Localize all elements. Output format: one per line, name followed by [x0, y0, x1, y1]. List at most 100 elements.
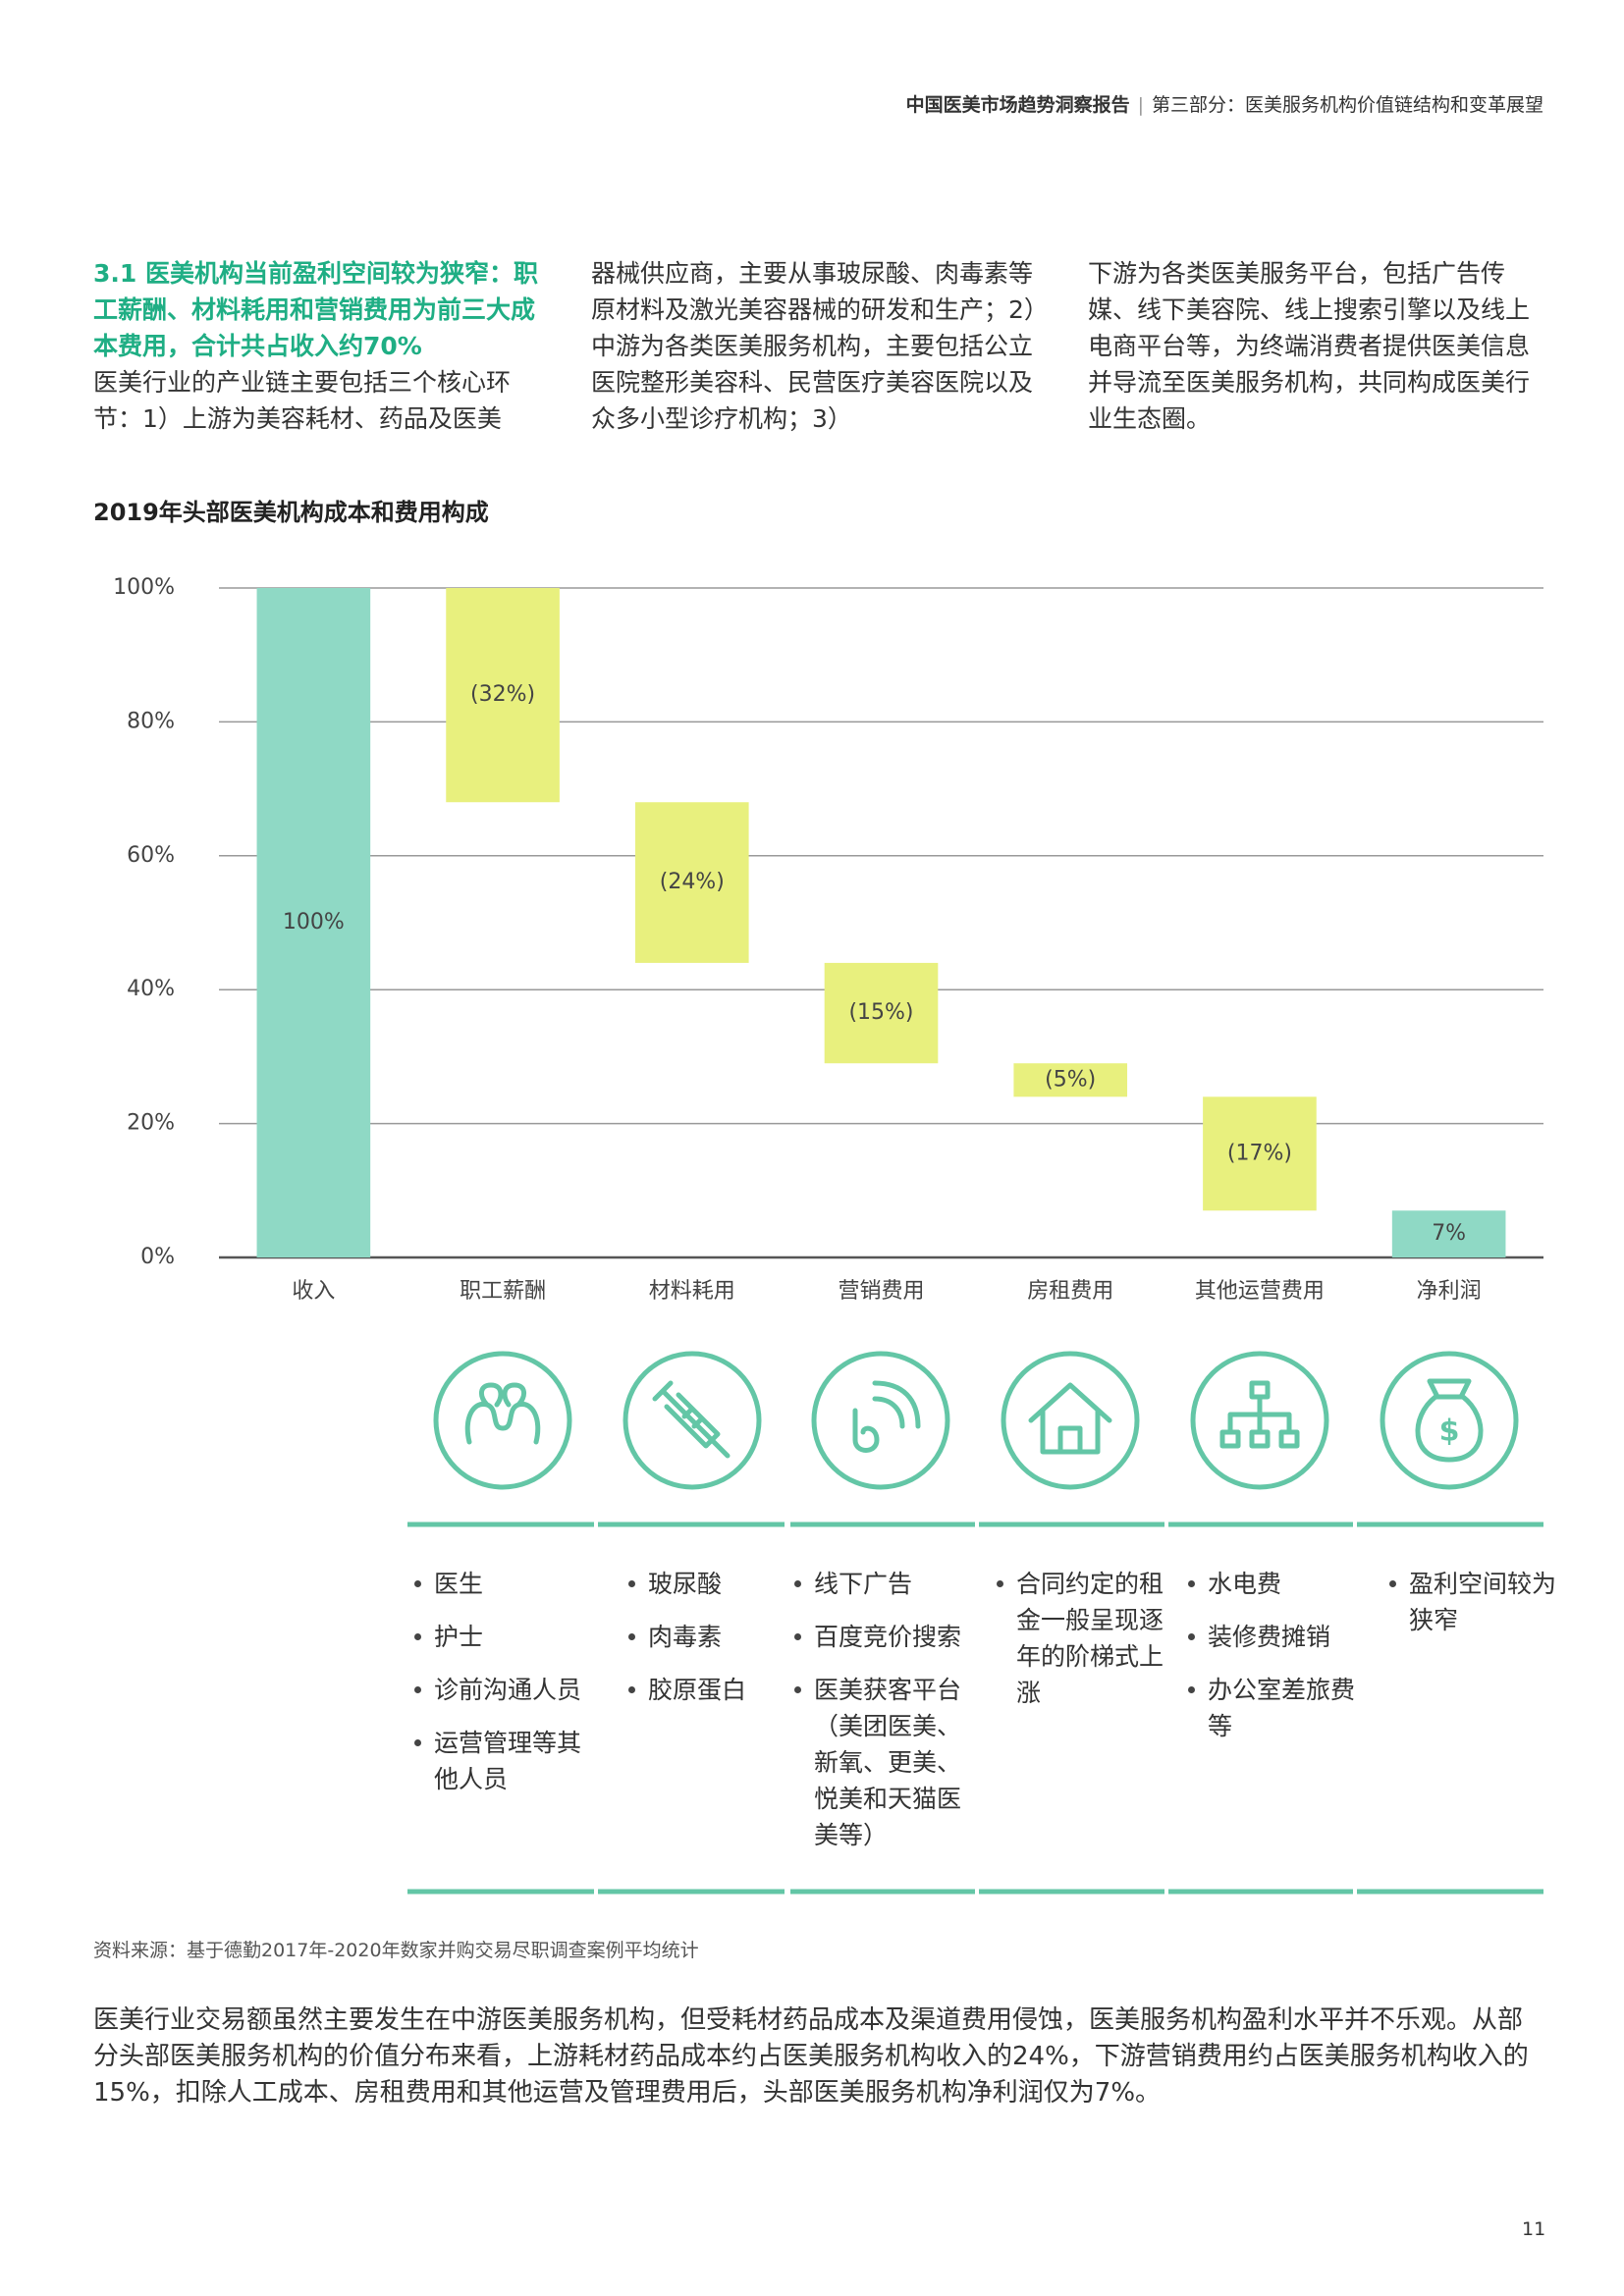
bullet [1389, 1580, 1396, 1587]
detail-item: 合同约定的租金一般呈现逐年的阶梯式上涨 [993, 1566, 1174, 1711]
detail-text: 盈利空间较为狭窄 [1409, 1570, 1557, 1634]
structure-icon [1190, 1351, 1329, 1490]
detail-text: 肉毒素 [648, 1623, 723, 1651]
detail-item: 医生 [410, 1566, 592, 1602]
y-tick-label: 0% [140, 1245, 175, 1269]
detail-text: 水电费 [1208, 1570, 1282, 1598]
detail-list: 玻尿酸肉毒素胶原蛋白 [624, 1566, 806, 1725]
page-number: 11 [1522, 2218, 1546, 2240]
y-tick-label: 20% [127, 1111, 175, 1136]
detail-item: 水电费 [1184, 1566, 1366, 1602]
y-tick-label: 60% [127, 843, 175, 868]
bullet [1188, 1633, 1195, 1640]
running-header: 中国医美市场趋势洞察报告 | 第三部分：医美服务机构价值链结构和变革展望 [906, 90, 1543, 117]
rule-lines [407, 1522, 1543, 1895]
marketing-icon [811, 1351, 950, 1490]
bullet [794, 1580, 801, 1587]
detail-item: 办公室差旅费等 [1184, 1672, 1366, 1744]
bar [1013, 1063, 1128, 1097]
bar [634, 802, 749, 963]
x-tick-label: 营销费用 [838, 1279, 924, 1304]
y-tick-label: 100% [113, 575, 175, 600]
detail-text: 诊前沟通人员 [434, 1676, 582, 1704]
bullet [628, 1686, 635, 1693]
detail-item: 百度竞价搜索 [790, 1619, 972, 1655]
detail-list: 医生护士诊前沟通人员运营管理等其他人员 [410, 1566, 592, 1814]
detail-list: 盈利空间较为狭窄 [1385, 1566, 1567, 1655]
bar [446, 588, 560, 803]
detail-text: 医生 [434, 1570, 484, 1598]
x-tick-label: 收入 [292, 1279, 335, 1304]
detail-item: 装修费摊销 [1184, 1619, 1366, 1655]
bullet [1188, 1580, 1195, 1587]
y-tick-label: 80% [127, 709, 175, 733]
icons: $ [433, 1351, 1519, 1490]
chart: $ 0% 20% 40% 60% 80% 100% 100% 收入 (32%) 职工薪酬 (24%)… [113, 575, 1543, 1490]
detail-text: 医美获客平台（美团医美、新氧、更美、悦美和天猫医美等） [814, 1676, 962, 1849]
detail-item: 肉毒素 [624, 1619, 806, 1655]
source-note: 资料来源：基于德勤2017年-2020年数家并购交易尽职调查案例平均统计 [93, 1940, 699, 1961]
detail-item: 医美获客平台（美团医美、新氧、更美、悦美和天猫医美等） [790, 1672, 972, 1853]
detail-text: 玻尿酸 [648, 1570, 723, 1598]
bullet [628, 1633, 635, 1640]
detail-text: 合同约定的租金一般呈现逐年的阶梯式上涨 [1016, 1570, 1164, 1707]
value-label: (17%) [1227, 1141, 1292, 1165]
detail-item: 胶原蛋白 [624, 1672, 806, 1708]
detail-text: 百度竞价搜索 [814, 1623, 962, 1651]
summary: 医美行业交易额虽然主要发生在中游医美服务机构，但受耗材药品成本及渠道费用侵蚀，医… [93, 2005, 1529, 2108]
staff-icon [433, 1351, 572, 1490]
bullet [794, 1633, 801, 1640]
x-tick-label: 职工薪酬 [460, 1279, 546, 1304]
intro-text: 医美行业的产业链主要包括三个核心环节：1）上游为美容耗材、药品及医美 [93, 368, 512, 433]
detail-text: 装修费摊销 [1208, 1623, 1331, 1651]
bullet [794, 1686, 801, 1693]
detail-list: 合同约定的租金一般呈现逐年的阶梯式上涨 [993, 1566, 1174, 1728]
dollar-sign: $ [1439, 1415, 1460, 1449]
intro-text: 下游为各类医美服务平台，包括广告传媒、线下美容院、线上搜索引擎以及线上电商平台等… [1088, 259, 1531, 433]
detail-text: 线下广告 [814, 1570, 913, 1598]
detail-item: 玻尿酸 [624, 1566, 806, 1602]
value-label: (15%) [848, 1000, 913, 1025]
value-label: 100% [283, 910, 345, 934]
detail-text: 运营管理等其他人员 [434, 1729, 582, 1793]
separator: | [1137, 94, 1144, 116]
x-tick-label: 材料耗用 [649, 1279, 735, 1304]
x-tick-label: 其他运营费用 [1195, 1279, 1325, 1304]
bar [1203, 1096, 1317, 1211]
syringe-icon [623, 1351, 762, 1490]
bullet [414, 1739, 421, 1746]
bullet [628, 1580, 635, 1587]
bullet [414, 1633, 421, 1640]
bullet [414, 1580, 421, 1587]
value-label: 7% [1432, 1221, 1466, 1246]
value-label: (5%) [1045, 1067, 1096, 1092]
intro-column: 3.1 医美机构当前盈利空间较为狭窄：职工薪酬、材料耗用和营销费用为前三大成本费… [93, 255, 540, 437]
intro-text: 器械供应商，主要从事玻尿酸、肉毒素等原材料及激光美容器械的研发和生产；2）中游为… [591, 259, 1037, 433]
detail-text: 办公室差旅费等 [1208, 1676, 1356, 1740]
x-tick-label: 净利润 [1417, 1279, 1482, 1304]
detail-list: 线下广告百度竞价搜索医美获客平台（美团医美、新氧、更美、悦美和天猫医美等） [790, 1566, 972, 1870]
detail-item: 线下广告 [790, 1566, 972, 1602]
x-tick-label: 房租费用 [1027, 1279, 1113, 1304]
detail-text: 护士 [434, 1623, 484, 1651]
detail-item: 盈利空间较为狭窄 [1385, 1566, 1567, 1638]
bullet [1188, 1686, 1195, 1693]
section-heading: 3.1 医美机构当前盈利空间较为狭窄：职工薪酬、材料耗用和营销费用为前三大成本费… [93, 259, 538, 360]
bar [256, 588, 371, 1257]
value-label: (24%) [660, 870, 725, 894]
bullet [414, 1686, 421, 1693]
y-tick-label: 40% [127, 977, 175, 1001]
chart-title: 2019年头部医美机构成本和费用构成 [93, 499, 489, 526]
house-icon [1001, 1351, 1140, 1490]
detail-list: 水电费装修费摊销办公室差旅费等 [1184, 1566, 1366, 1761]
detail-item: 运营管理等其他人员 [410, 1725, 592, 1797]
detail-item: 护士 [410, 1619, 592, 1655]
money-bag-icon: $ [1380, 1351, 1519, 1490]
value-label: (32%) [470, 682, 535, 707]
bullet [997, 1580, 1003, 1587]
bar [824, 962, 939, 1064]
detail-item: 诊前沟通人员 [410, 1672, 592, 1708]
report-title: 中国医美市场趋势洞察报告 [905, 94, 1130, 116]
bar [1391, 1210, 1506, 1257]
